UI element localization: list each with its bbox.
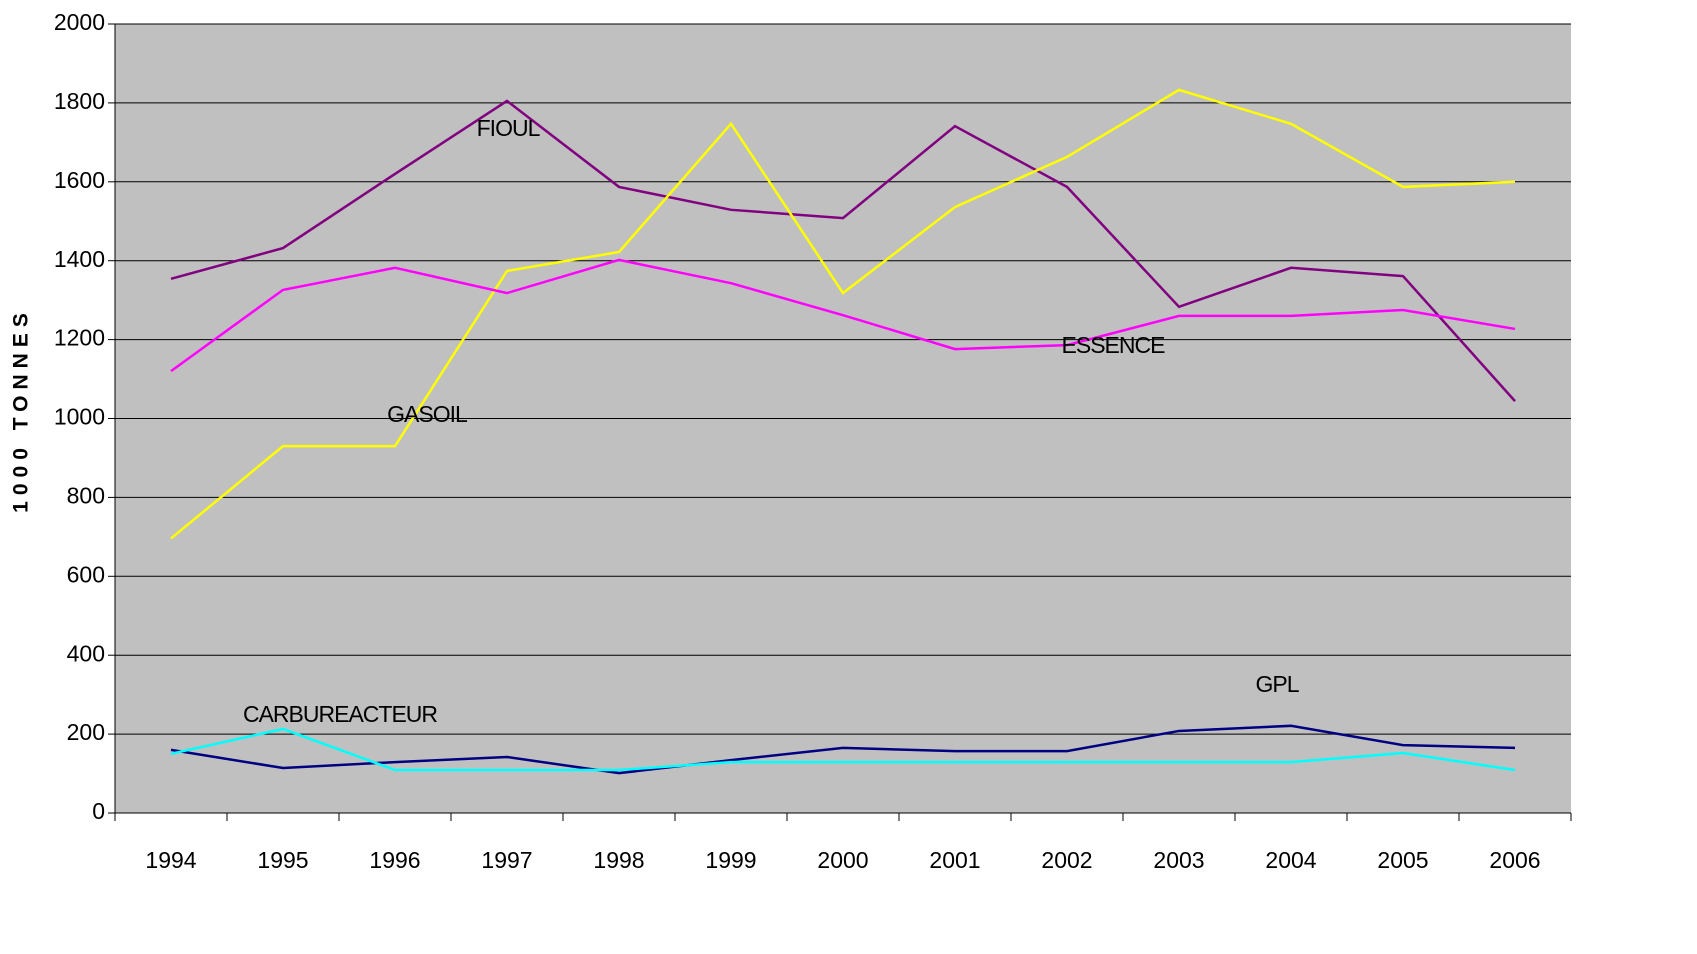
series-label: ESSENCE [1062, 332, 1166, 358]
y-tick-label: 1000 [54, 404, 105, 430]
x-tick-label: 2000 [817, 847, 868, 873]
series-label: FIOUL [477, 115, 541, 141]
x-tick-label: 2003 [1153, 847, 1204, 873]
x-tick-label: 2004 [1265, 847, 1316, 873]
series-line [170, 88, 1516, 540]
x-tick-label: 1995 [257, 847, 308, 873]
y-tick-label: 400 [67, 640, 105, 666]
x-tick-label: 2002 [1041, 847, 1092, 873]
y-tick-label: 200 [67, 719, 105, 745]
x-tick-label: 1997 [481, 847, 532, 873]
series-line [170, 99, 1516, 402]
x-tick-label: 1999 [705, 847, 756, 873]
y-axis-title: 1000 TONNES [10, 307, 33, 513]
y-tick-label: 1600 [54, 167, 105, 193]
y-tick-label: 1400 [54, 246, 105, 272]
y-tick-label: 1200 [54, 325, 105, 351]
series-label: CARBUREACTEUR [243, 701, 437, 727]
series-label: GPL [1255, 671, 1299, 697]
y-tick-label: 0 [92, 798, 105, 824]
x-tick-label: 1998 [593, 847, 644, 873]
y-tick-label: 800 [67, 482, 105, 508]
y-tick-label: 1800 [54, 88, 105, 114]
series-line [170, 258, 1516, 373]
x-tick-label: 1996 [369, 847, 420, 873]
series-line [170, 724, 1516, 775]
y-tick-label: 2000 [54, 9, 105, 35]
x-tick-label: 2005 [1377, 847, 1428, 873]
series-label: GASOIL [387, 401, 468, 427]
series-line [170, 727, 1516, 772]
x-tick-label: 2006 [1489, 847, 1540, 873]
y-tick-label: 600 [67, 561, 105, 587]
x-tick-label: 1994 [145, 847, 196, 873]
x-tick-label: 2001 [929, 847, 980, 873]
